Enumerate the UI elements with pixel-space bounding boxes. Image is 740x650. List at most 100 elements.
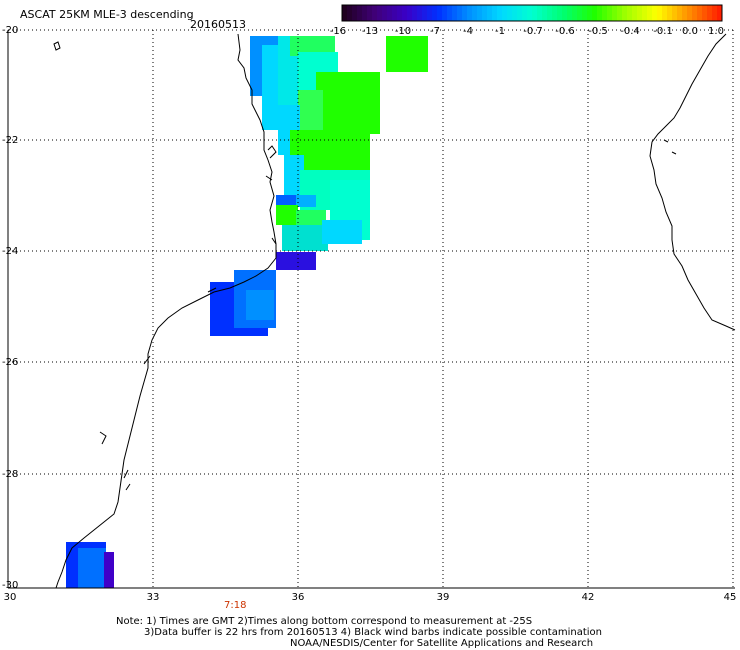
colorbar-swatch	[542, 5, 548, 21]
lat-label: -24	[2, 246, 19, 257]
colorbar-swatch	[437, 5, 443, 21]
map-title: ASCAT 25KM MLE-3 descending	[20, 8, 194, 21]
colorbar-swatch	[487, 5, 493, 21]
colorbar-swatch	[497, 5, 503, 21]
colorbar-swatch	[442, 5, 448, 21]
colorbar-swatch	[717, 5, 723, 21]
colorbar-swatch	[552, 5, 558, 21]
colorbar-label: -0.1	[653, 26, 673, 37]
colorbar-swatch	[407, 5, 413, 21]
tile	[386, 36, 428, 72]
lon-label: 36	[291, 592, 305, 603]
tile	[316, 72, 380, 134]
colorbar-swatch	[352, 5, 358, 21]
colorbar-swatch	[447, 5, 453, 21]
lat-label: -28	[2, 469, 19, 480]
colorbar-swatch	[627, 5, 633, 21]
coastline-madagascar	[649, 33, 736, 331]
colorbar-swatch	[612, 5, 618, 21]
colorbar-swatch	[662, 5, 668, 21]
colorbar-swatch	[397, 5, 403, 21]
colorbar-swatch	[647, 5, 653, 21]
colorbar-label: -13	[361, 26, 379, 37]
colorbar-label: -4	[463, 26, 473, 37]
lon-label: 33	[146, 592, 160, 603]
data-tiles	[66, 36, 428, 588]
coastline-detail	[99, 145, 277, 491]
colorbar-swatch	[392, 5, 398, 21]
colorbar-swatch	[632, 5, 638, 21]
colorbar-swatch	[582, 5, 588, 21]
tile	[276, 205, 298, 225]
colorbar-swatch	[457, 5, 463, 21]
colorbar-swatch	[477, 5, 483, 21]
tile	[284, 155, 304, 200]
tile	[322, 220, 362, 244]
colorbar-swatch	[667, 5, 673, 21]
colorbar-swatch	[547, 5, 553, 21]
lon-label: 30	[3, 592, 17, 603]
grid	[8, 29, 735, 588]
lon-label: 42	[581, 592, 595, 603]
colorbar-swatch	[517, 5, 523, 21]
colorbar-swatch	[617, 5, 623, 21]
colorbar-swatch	[402, 5, 408, 21]
lon-label: 39	[436, 592, 450, 603]
colorbar-swatch	[452, 5, 458, 21]
colorbar-swatch	[602, 5, 608, 21]
colorbar-swatch	[642, 5, 648, 21]
colorbar-labels: -16 -13 -10 -7 -4 -1 -0.7 -0.6 -0.5 -0.4…	[330, 26, 728, 38]
colorbar-swatch	[637, 5, 643, 21]
colorbar-label: -0.7	[523, 26, 543, 37]
colorbar-swatch	[562, 5, 568, 21]
colorbar-swatch	[592, 5, 598, 21]
colorbar-swatch	[712, 5, 718, 21]
colorbar-label: -7	[430, 26, 440, 37]
colorbar-swatch	[512, 5, 518, 21]
colorbar-label: -10	[394, 26, 412, 37]
colorbar-swatch	[507, 5, 513, 21]
colorbar-swatch	[577, 5, 583, 21]
colorbar-swatch	[417, 5, 423, 21]
colorbar-swatch	[462, 5, 468, 21]
tile	[78, 548, 106, 588]
colorbar-swatch	[677, 5, 683, 21]
colorbar-swatch	[472, 5, 478, 21]
tile	[282, 225, 328, 251]
lat-label: -30	[2, 580, 19, 591]
colorbar-swatch	[372, 5, 378, 21]
tile	[276, 195, 296, 207]
colorbar-swatch	[387, 5, 393, 21]
colorbar-swatch	[347, 5, 353, 21]
tile	[246, 290, 274, 320]
note-line-2: 3)Data buffer is 22 hrs from 20160513 4)…	[144, 627, 602, 638]
colorbar-swatch	[367, 5, 373, 21]
colorbar	[341, 4, 723, 22]
colorbar-label: 0.0	[682, 26, 698, 37]
colorbar-swatch	[502, 5, 508, 21]
colorbar-swatch	[597, 5, 603, 21]
note-line-1: Note: 1) Times are GMT 2)Times along bot…	[116, 616, 533, 627]
tile	[296, 195, 316, 207]
lat-label: -26	[2, 357, 19, 368]
colorbar-swatch	[532, 5, 538, 21]
lat-label: -22	[2, 135, 19, 146]
colorbar-swatch	[607, 5, 613, 21]
colorbar-swatch	[557, 5, 563, 21]
colorbar-border	[341, 4, 723, 22]
coastline-africa	[55, 33, 277, 589]
lat-label: -20	[2, 25, 19, 36]
colorbar-swatch	[362, 5, 368, 21]
colorbar-label: -0.5	[588, 26, 608, 37]
colorbar-swatch	[432, 5, 438, 21]
colorbar-swatch	[427, 5, 433, 21]
colorbar-swatch	[357, 5, 363, 21]
madagascar-detail	[663, 139, 677, 155]
colorbar-swatch	[622, 5, 628, 21]
colorbar-swatch	[692, 5, 698, 21]
colorbar-swatch	[467, 5, 473, 21]
colorbar-swatch	[572, 5, 578, 21]
map-date: 20160513	[190, 18, 246, 31]
colorbar-swatch	[342, 5, 348, 21]
note-line-3: NOAA/NESDIS/Center for Satellite Applica…	[290, 638, 594, 649]
